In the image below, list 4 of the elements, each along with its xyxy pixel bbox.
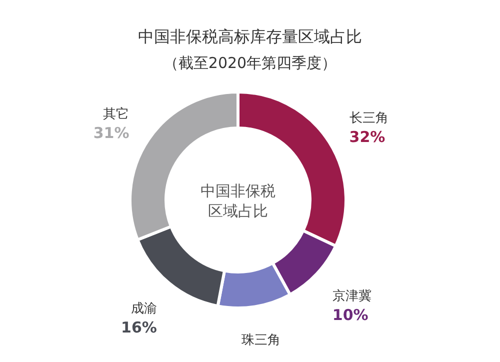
- annotation: 中国非保税: [200, 182, 276, 200]
- annotation: 区域占比: [208, 202, 268, 220]
- title: 中国非保税高标库存量区域占比: [138, 27, 362, 46]
- subtitle: （截至2020年第四季度）: [163, 54, 337, 72]
